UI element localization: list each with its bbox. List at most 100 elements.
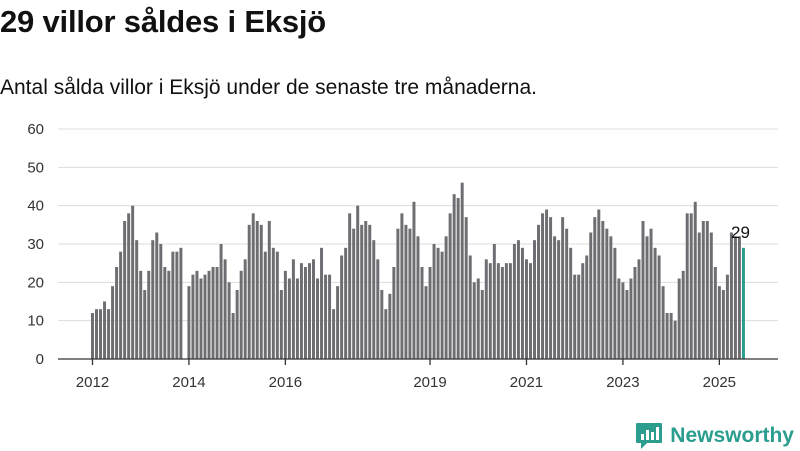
bar <box>131 205 135 359</box>
x-tick-label: 2019 <box>413 374 446 391</box>
bar <box>496 263 500 359</box>
x-tick-label: 2014 <box>172 374 205 391</box>
bar <box>721 290 725 359</box>
bar <box>299 263 303 359</box>
bar <box>653 247 657 359</box>
bar <box>432 244 436 359</box>
bar <box>725 274 729 359</box>
bar <box>484 259 488 359</box>
bar <box>593 217 597 359</box>
bar <box>255 221 259 359</box>
bar <box>203 274 207 359</box>
bar <box>633 267 637 359</box>
bar <box>436 247 440 359</box>
bar <box>195 270 199 359</box>
bar <box>171 251 175 359</box>
bar <box>420 267 424 359</box>
bar-chart: 0 10 20 30 40 50 60 2012 2014 2016 2019 2021 2023 202… <box>27 121 778 391</box>
bar <box>681 270 685 359</box>
y-tick-label: 0 <box>36 351 44 368</box>
bar <box>364 221 368 359</box>
bar <box>500 267 504 359</box>
bar <box>175 251 179 359</box>
bar <box>661 286 665 359</box>
x-tick-label: 2012 <box>76 374 109 391</box>
bar <box>448 213 452 359</box>
bar <box>155 232 159 359</box>
highlight-value-label: 29 <box>731 223 750 242</box>
bar <box>645 236 649 359</box>
bar <box>295 278 299 359</box>
bar <box>167 270 171 359</box>
bar <box>581 263 585 359</box>
bar <box>215 267 219 359</box>
bar <box>697 232 701 359</box>
bar <box>625 290 629 359</box>
bar <box>332 309 336 359</box>
bar <box>617 278 621 359</box>
bar <box>344 247 348 359</box>
bar <box>259 224 263 359</box>
bar <box>271 247 275 359</box>
bar-highlight <box>741 247 745 359</box>
y-tick-label: 40 <box>27 198 44 215</box>
bar <box>340 255 344 359</box>
bar <box>468 255 472 359</box>
bar <box>641 221 645 359</box>
bar <box>476 278 480 359</box>
bar <box>480 290 484 359</box>
bar <box>352 228 356 359</box>
bar <box>207 270 211 359</box>
bar <box>139 270 143 359</box>
bar <box>629 278 633 359</box>
bar <box>416 236 420 359</box>
bar <box>717 286 721 359</box>
bar <box>444 236 448 359</box>
bar <box>179 247 183 359</box>
bar <box>107 309 111 359</box>
bar <box>737 236 741 359</box>
bar <box>404 224 408 359</box>
chart-subtitle: Antal sålda villor i Eksjö under de sena… <box>0 76 537 99</box>
bar <box>693 201 697 359</box>
bar <box>605 228 609 359</box>
bar <box>553 236 557 359</box>
bar <box>504 263 508 359</box>
bar <box>239 270 243 359</box>
bar <box>267 221 271 359</box>
bar <box>452 194 456 359</box>
bar <box>251 213 255 359</box>
bar <box>360 224 364 359</box>
bar <box>549 217 553 359</box>
bar <box>709 232 713 359</box>
bar <box>677 278 681 359</box>
axes <box>58 358 778 365</box>
bar <box>384 309 388 359</box>
bar <box>159 244 163 359</box>
bar <box>392 267 396 359</box>
x-tick-label: 2016 <box>269 374 302 391</box>
bar <box>199 278 203 359</box>
bar <box>227 282 231 359</box>
y-tick-label: 20 <box>27 274 44 291</box>
bar <box>408 228 412 359</box>
y-tick-label: 50 <box>27 159 44 176</box>
bar <box>368 224 372 359</box>
bar <box>665 313 669 359</box>
chart-title: 29 villor såldes i Eksjö <box>0 4 327 39</box>
bar <box>557 240 561 359</box>
bar <box>585 255 589 359</box>
bar <box>512 244 516 359</box>
bar <box>524 259 528 359</box>
bar <box>91 313 94 359</box>
bar <box>119 251 123 359</box>
bar <box>151 240 155 359</box>
bar <box>279 290 283 359</box>
bar <box>537 224 541 359</box>
bar <box>472 282 476 359</box>
bar <box>573 274 577 359</box>
bar <box>127 213 131 359</box>
bar <box>609 236 613 359</box>
bar <box>348 213 352 359</box>
bar <box>211 267 215 359</box>
